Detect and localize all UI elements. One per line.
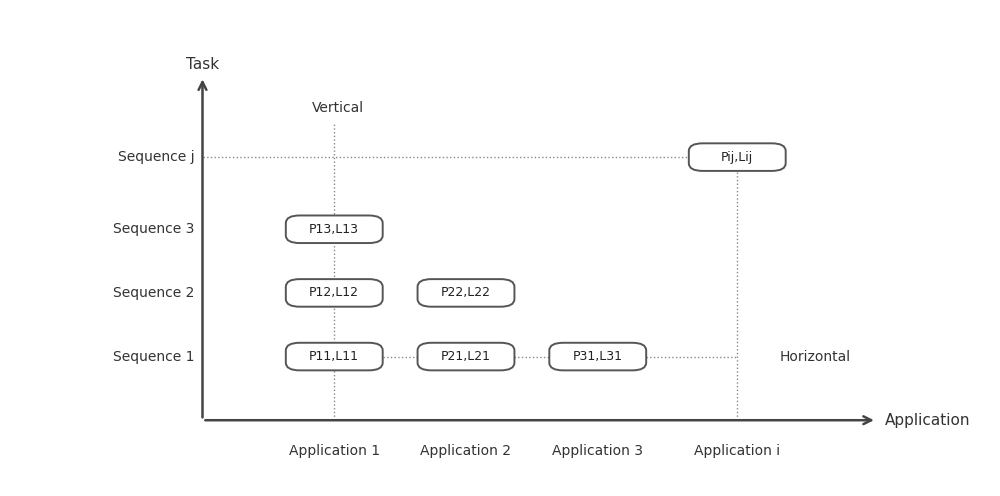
Text: Sequence 3: Sequence 3 — [113, 222, 195, 236]
FancyBboxPatch shape — [549, 343, 646, 371]
Text: P21,L21: P21,L21 — [441, 350, 491, 363]
Text: Pij,Lij: Pij,Lij — [721, 151, 753, 164]
Text: Task: Task — [186, 57, 219, 72]
Text: P22,L22: P22,L22 — [441, 286, 491, 300]
Text: Application 1: Application 1 — [289, 443, 380, 458]
FancyBboxPatch shape — [418, 279, 514, 307]
Text: Horizontal: Horizontal — [780, 350, 851, 364]
Text: Application 2: Application 2 — [420, 443, 512, 458]
Text: Application i: Application i — [694, 443, 780, 458]
Text: P11,L11: P11,L11 — [309, 350, 359, 363]
FancyBboxPatch shape — [689, 143, 786, 171]
FancyBboxPatch shape — [286, 215, 383, 243]
FancyBboxPatch shape — [418, 343, 514, 371]
FancyBboxPatch shape — [286, 279, 383, 307]
Text: Application 3: Application 3 — [552, 443, 643, 458]
Text: Sequence 1: Sequence 1 — [113, 350, 195, 364]
Text: Application: Application — [884, 413, 970, 428]
Text: Sequence 2: Sequence 2 — [113, 286, 195, 300]
Text: Vertical: Vertical — [312, 101, 364, 115]
FancyBboxPatch shape — [286, 343, 383, 371]
Text: P12,L12: P12,L12 — [309, 286, 359, 300]
Text: P13,L13: P13,L13 — [309, 223, 359, 236]
Text: P31,L31: P31,L31 — [573, 350, 623, 363]
Text: Sequence j: Sequence j — [118, 150, 195, 164]
